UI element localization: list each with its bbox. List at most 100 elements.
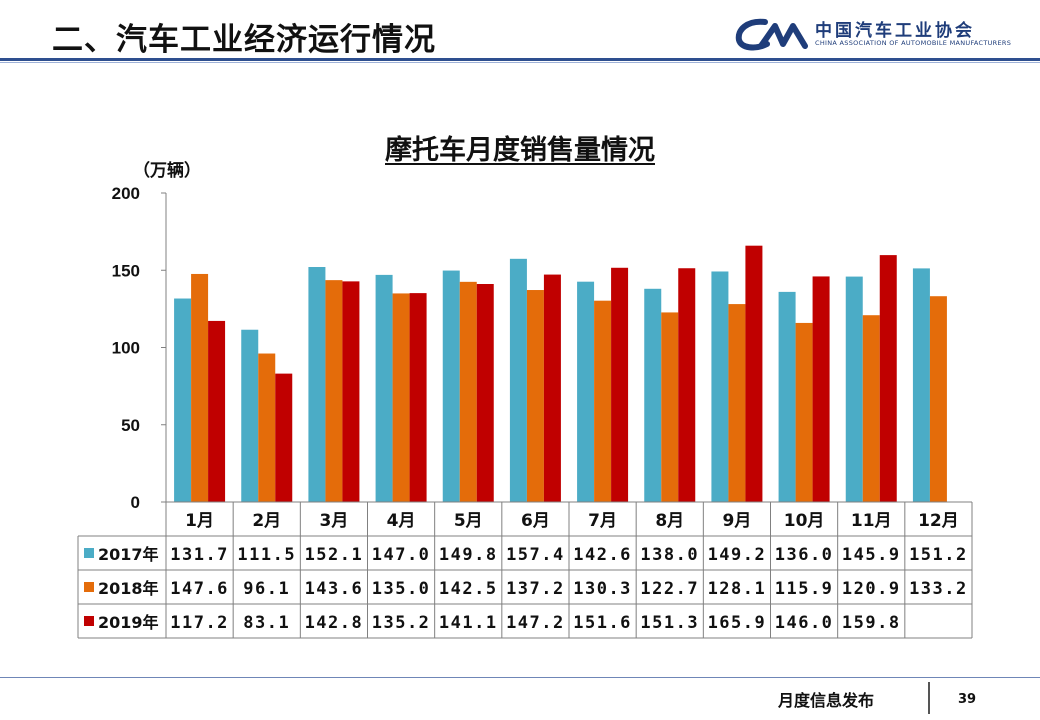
bar-2017年-11月	[845, 276, 863, 502]
bar-2017年-4月	[375, 274, 393, 502]
data-label-2018年-1月: 147.6	[170, 579, 229, 599]
bar-2018年-12月	[929, 296, 947, 502]
data-label-2018年-10月: 115.9	[775, 579, 834, 599]
bar-2018年-5月	[459, 281, 477, 502]
bar-2018年-7月	[594, 300, 612, 502]
legend-swatch-2019年	[84, 616, 94, 626]
data-label-2019年-3月: 142.8	[305, 613, 364, 633]
data-label-2018年-6月: 137.2	[506, 579, 565, 599]
x-tick-label: 2月	[252, 511, 281, 531]
data-label-2018年-2月: 96.1	[243, 579, 290, 599]
x-tick-label: 9月	[722, 511, 751, 531]
data-label-2018年-11月: 120.9	[842, 579, 901, 599]
legend-swatch-2018年	[84, 582, 94, 592]
data-label-2017年-12月: 151.2	[909, 545, 968, 565]
page-number: 39	[958, 692, 977, 707]
bar-2017年-3月	[308, 267, 326, 502]
bar-2018年-11月	[862, 315, 880, 502]
data-label-2018年-8月: 122.7	[640, 579, 699, 599]
data-label-2019年-11月: 159.8	[842, 613, 901, 633]
y-tick-label: 0	[131, 493, 140, 512]
data-label-2017年-3月: 152.1	[305, 545, 364, 565]
footer-label: 月度信息发布	[778, 691, 875, 710]
x-tick-label: 7月	[588, 511, 617, 531]
data-label-2018年-3月: 143.6	[305, 579, 364, 599]
x-tick-label: 6月	[521, 511, 550, 531]
data-label-2018年-5月: 142.5	[439, 579, 498, 599]
chart-title-text: 摩托车月度销售量情况	[385, 135, 655, 166]
bar-2018年-6月	[526, 290, 544, 502]
bar-2019年-8月	[678, 268, 696, 502]
bar-2018年-9月	[728, 304, 746, 502]
x-tick-label: 12月	[918, 511, 959, 531]
data-label-2018年-9月: 128.1	[708, 579, 767, 599]
bar-2017年-5月	[442, 270, 460, 502]
bar-2018年-2月	[258, 353, 276, 502]
bar-2017年-12月	[912, 268, 930, 502]
legend-label-2019年: 2019年	[98, 613, 159, 632]
x-tick-label: 10月	[784, 511, 825, 531]
bar-2017年-10月	[778, 291, 796, 502]
bar-2018年-1月	[191, 273, 209, 502]
y-tick-label: 100	[112, 339, 140, 358]
data-label-2017年-1月: 131.7	[170, 545, 229, 565]
bar-2019年-10月	[812, 276, 830, 502]
footer-divider	[0, 677, 1040, 678]
chart-title: 摩托车月度销售量情况	[0, 128, 1040, 167]
y-axis-unit: （万辆）	[133, 161, 201, 181]
bar-2018年-8月	[661, 312, 679, 502]
bar-2018年-3月	[325, 280, 343, 502]
bar-2018年-4月	[392, 293, 410, 502]
data-label-2019年-5月: 141.1	[439, 613, 498, 633]
bar-2019年-6月	[543, 274, 561, 502]
data-label-2017年-5月: 149.8	[439, 545, 498, 565]
data-label-2017年-4月: 147.0	[372, 545, 431, 565]
data-label-2017年-9月: 149.2	[708, 545, 767, 565]
caam-logo-icon	[735, 18, 808, 51]
data-label-2017年-2月: 111.5	[237, 545, 296, 565]
header-divider-thin	[0, 62, 1040, 63]
x-tick-label: 8月	[655, 511, 684, 531]
data-label-2019年-8月: 151.3	[640, 613, 699, 633]
data-label-2018年-7月: 130.3	[573, 579, 632, 599]
data-label-2017年-6月: 157.4	[506, 545, 565, 565]
y-tick-label: 150	[112, 261, 140, 280]
legend-label-2018年: 2018年	[98, 579, 159, 598]
legend-swatch-2017年	[84, 548, 94, 558]
data-label-2017年-10月: 136.0	[775, 545, 834, 565]
bar-2019年-4月	[409, 293, 427, 502]
caam-logo: 中国汽车工业协会 CHINA ASSOCIATION OF AUTOMOBILE…	[735, 14, 1011, 54]
x-tick-label: 4月	[387, 511, 416, 531]
x-tick-label: 1月	[185, 511, 214, 531]
logo-chinese-name: 中国汽车工业协会	[815, 21, 975, 41]
data-label-2019年-6月: 147.2	[506, 613, 565, 633]
y-tick-label: 200	[112, 184, 140, 203]
x-tick-label: 5月	[454, 511, 483, 531]
bar-2017年-6月	[509, 258, 527, 502]
bar-2019年-11月	[879, 255, 897, 502]
bar-2017年-1月	[174, 298, 192, 502]
data-label-2019年-2月: 83.1	[243, 613, 290, 633]
x-tick-label: 11月	[851, 511, 892, 531]
bar-2018年-10月	[795, 322, 813, 502]
x-tick-label: 3月	[319, 511, 348, 531]
data-label-2018年-4月: 135.0	[372, 579, 431, 599]
page-title: 二、汽车工业经济运行情况	[52, 22, 436, 58]
logo-english-name: CHINA ASSOCIATION OF AUTOMOBILE MANUFACT…	[815, 39, 1012, 47]
data-label-2017年-11月: 145.9	[842, 545, 901, 565]
bar-2019年-2月	[275, 373, 293, 502]
data-label-2017年-8月: 138.0	[640, 545, 699, 565]
bar-2019年-1月	[208, 320, 226, 502]
data-label-2019年-10月: 146.0	[775, 613, 834, 633]
data-label-2019年-9月: 165.9	[708, 613, 767, 633]
bar-2019年-5月	[476, 284, 494, 502]
header-divider	[0, 58, 1040, 61]
data-label-2019年-7月: 151.6	[573, 613, 632, 633]
data-label-2018年-12月: 133.2	[909, 579, 968, 599]
data-label-2017年-7月: 142.6	[573, 545, 632, 565]
bar-2019年-7月	[611, 267, 629, 502]
legend-label-2017年: 2017年	[98, 545, 159, 564]
data-label-2019年-1月: 117.2	[170, 613, 229, 633]
bar-2017年-8月	[644, 288, 662, 502]
